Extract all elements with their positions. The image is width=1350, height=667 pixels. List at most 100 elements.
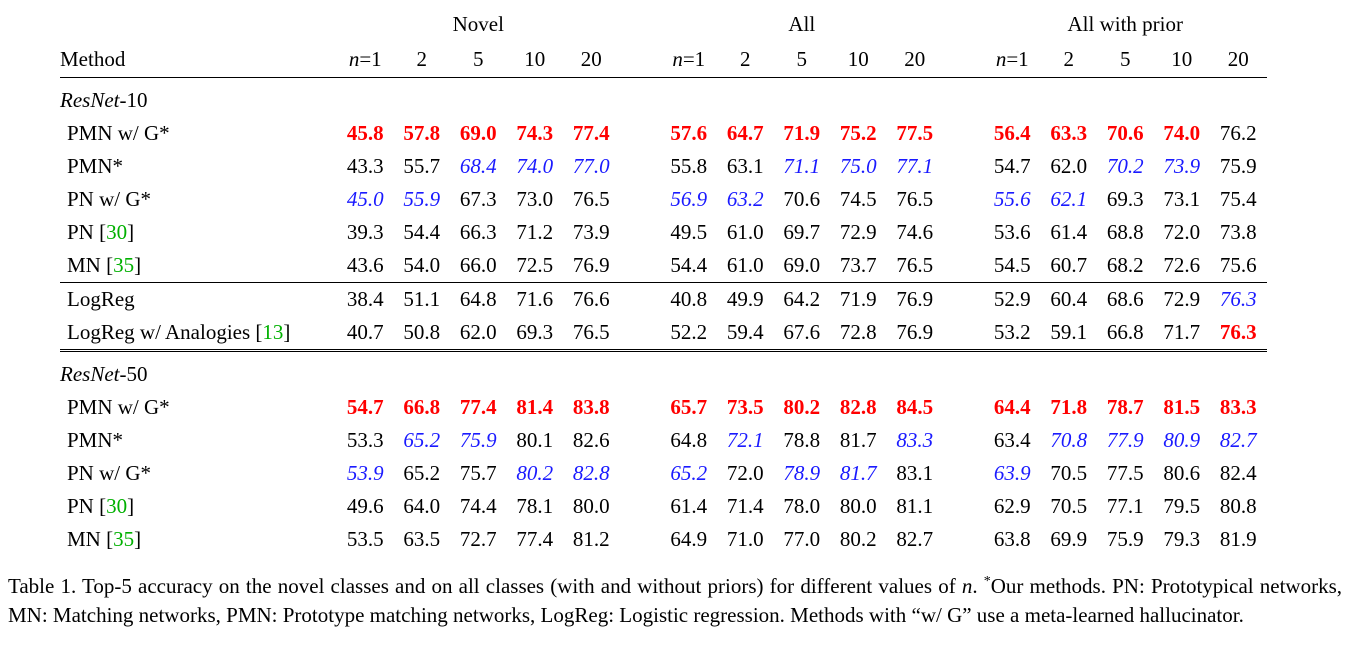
cite-bracket-close: ] [134, 527, 142, 551]
table-row: PN w/ G* 53.9 65.2 75.7 80.2 82.8 65.2 72.0 78.9… [60, 457, 1267, 490]
method-label: LogReg w/ Analogies [67, 320, 256, 344]
score-cell: 77.0 [783, 527, 821, 551]
second-best-score-cell: 56.9 [670, 187, 708, 211]
best-score-cell: 66.8 [403, 395, 441, 419]
score-cell: 53.6 [993, 220, 1031, 244]
score-cell: 80.0 [839, 494, 877, 518]
score-cell: 82.6 [572, 428, 610, 452]
score-cell: 73.7 [839, 253, 877, 277]
table-caption: Table 1. Top-5 accuracy on the novel cla… [8, 572, 1342, 630]
score-cell: 60.7 [1050, 253, 1088, 277]
column-gap [620, 117, 661, 150]
score-cell: 70.5 [1050, 461, 1088, 485]
backbone-name: ResNet [60, 362, 120, 386]
backbone-name: ResNet [60, 88, 120, 112]
second-best-score-cell: 55.6 [993, 187, 1031, 211]
best-score-cell: 77.4 [459, 395, 497, 419]
score-cell: 51.1 [393, 282, 450, 316]
second-best-score-cell: 77.9 [1106, 428, 1144, 452]
score-cell: 72.7 [459, 527, 497, 551]
score-cell: 54.0 [403, 253, 441, 277]
score-cell: 75.6 [1219, 253, 1257, 277]
column-gap [943, 282, 984, 316]
method-label: PMN w/ G* [67, 395, 170, 419]
score-cell: 69.7 [783, 220, 821, 244]
cite-bracket-close: ] [134, 253, 142, 277]
method-name: PN w/ G* [60, 457, 337, 490]
score-cell: 76.9 [886, 282, 943, 316]
n-header: 2 [393, 41, 450, 78]
best-score-cell: 65.7 [670, 395, 708, 419]
score-cell: 65.2 [403, 461, 441, 485]
second-best-score-cell: 70.8 [1050, 428, 1088, 452]
score-cell: 75.9 [1106, 527, 1144, 551]
score-cell: 59.1 [1050, 320, 1088, 344]
score-cell: 49.6 [346, 494, 384, 518]
caption-text-mid: . [972, 574, 984, 598]
score-cell: 73.0 [516, 187, 554, 211]
group-header-blank [60, 8, 337, 41]
second-best-score-cell: 63.2 [726, 187, 764, 211]
n-header: 2 [1040, 41, 1097, 78]
score-cell: 81.7 [839, 428, 877, 452]
cite-bracket-close: ] [283, 320, 291, 344]
citation-link[interactable]: 30 [106, 220, 128, 244]
score-cell: 75.9 [1219, 154, 1257, 178]
score-cell: 55.7 [403, 154, 441, 178]
best-score-cell: 81.4 [516, 395, 554, 419]
score-cell: 77.1 [1106, 494, 1144, 518]
n-header: 10 [830, 41, 887, 78]
score-cell: 62.0 [1050, 154, 1088, 178]
method-label: MN [67, 253, 107, 277]
score-cell: 63.4 [993, 428, 1031, 452]
score-cell: 71.4 [726, 494, 764, 518]
table-row: PMN* 53.3 65.2 75.9 80.1 82.6 64.8 72.1 78.8 81.7… [60, 424, 1267, 457]
score-cell: 69.3 [516, 320, 554, 344]
score-cell: 43.6 [346, 253, 384, 277]
table-row: MN [35] 53.5 63.5 72.7 77.4 81.2 64.9 71.0 77.0 8… [60, 523, 1267, 556]
citation-link[interactable]: 35 [113, 527, 135, 551]
second-best-score-cell: 70.2 [1106, 154, 1144, 178]
cite-bracket-open: [ [106, 527, 114, 551]
citation-link[interactable]: 35 [113, 253, 135, 277]
score-cell: 76.6 [563, 282, 620, 316]
score-cell: 83.1 [896, 461, 934, 485]
group-header: Novel [452, 12, 504, 36]
best-score-cell: 73.5 [726, 395, 764, 419]
best-score-cell: 81.5 [1163, 395, 1201, 419]
score-cell: 61.0 [726, 253, 764, 277]
method-name: PN [30] [60, 490, 337, 523]
citation-link[interactable]: 30 [106, 494, 128, 518]
second-best-score-cell: 77.0 [572, 154, 610, 178]
score-cell: 43.3 [346, 154, 384, 178]
second-best-score-cell: 82.7 [1219, 428, 1257, 452]
best-score-cell: 64.4 [993, 395, 1031, 419]
method-name: PMN* [60, 150, 337, 183]
column-gap [620, 216, 661, 249]
n-header: 5 [450, 41, 507, 78]
score-cell: 54.5 [993, 253, 1031, 277]
column-gap [943, 424, 984, 457]
column-header-row: Method n=1 2 5 10 20 n=1 2 5 10 20 n=1 2 5 10 20 [60, 41, 1267, 78]
score-cell: 40.7 [346, 320, 384, 344]
score-cell: 68.8 [1106, 220, 1144, 244]
best-score-cell: 76.3 [1219, 320, 1257, 344]
citation-link[interactable]: 13 [262, 320, 284, 344]
n-header: 10 [506, 41, 563, 78]
score-cell: 80.0 [572, 494, 610, 518]
score-cell: 71.6 [506, 282, 563, 316]
score-cell: 81.9 [1219, 527, 1257, 551]
column-gap [943, 490, 984, 523]
second-best-score-cell: 82.8 [572, 461, 610, 485]
second-best-score-cell: 81.7 [839, 461, 877, 485]
score-cell: 81.1 [896, 494, 934, 518]
column-gap [943, 457, 984, 490]
score-cell: 53.3 [346, 428, 384, 452]
n-header: 10 [1153, 41, 1210, 78]
table-row: PMN* 43.3 55.7 68.4 74.0 77.0 55.8 63.1 71.1 75.0… [60, 150, 1267, 183]
score-cell: 53.2 [993, 320, 1031, 344]
column-gap [619, 41, 661, 78]
best-score-cell: 57.6 [670, 121, 708, 145]
score-cell: 72.9 [1153, 282, 1210, 316]
second-best-score-cell: 55.9 [403, 187, 441, 211]
